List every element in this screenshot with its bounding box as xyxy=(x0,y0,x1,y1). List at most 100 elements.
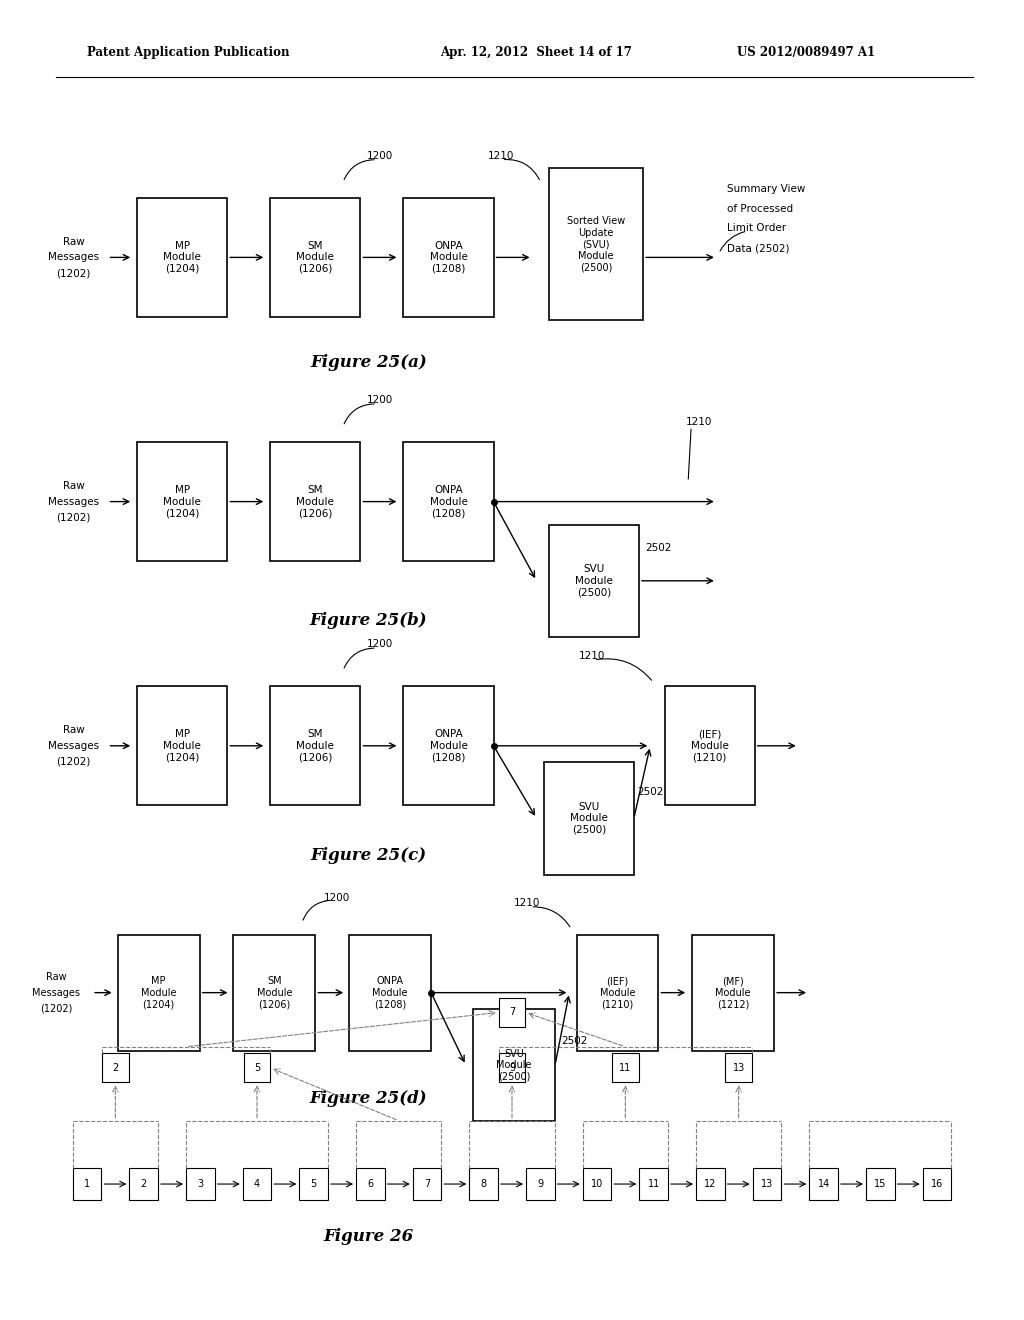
Text: 15: 15 xyxy=(874,1179,887,1189)
Bar xyxy=(356,1168,385,1200)
Text: Messages: Messages xyxy=(48,252,99,263)
Text: Figure 26: Figure 26 xyxy=(324,1229,414,1245)
Text: Raw: Raw xyxy=(62,725,85,735)
Text: 4: 4 xyxy=(254,1179,260,1189)
Text: 13: 13 xyxy=(761,1179,773,1189)
Text: SM
Module
(1206): SM Module (1206) xyxy=(257,975,292,1010)
Bar xyxy=(243,1168,271,1200)
Text: 9: 9 xyxy=(509,1063,515,1073)
Bar xyxy=(233,935,315,1051)
Text: ONPA
Module
(1208): ONPA Module (1208) xyxy=(430,484,467,519)
Text: Messages: Messages xyxy=(48,741,99,751)
Text: (1202): (1202) xyxy=(56,512,91,523)
Text: 2502: 2502 xyxy=(637,787,664,797)
Text: SM
Module
(1206): SM Module (1206) xyxy=(297,729,334,763)
Text: 1210: 1210 xyxy=(514,898,541,908)
Text: MP
Module
(1204): MP Module (1204) xyxy=(164,240,201,275)
Bar xyxy=(696,1168,725,1200)
Text: Data (2502): Data (2502) xyxy=(727,243,790,253)
Text: 12: 12 xyxy=(705,1179,717,1189)
Text: 1210: 1210 xyxy=(487,150,514,161)
Bar xyxy=(526,1168,555,1200)
Text: (1202): (1202) xyxy=(56,756,91,767)
Bar xyxy=(102,1053,129,1082)
Bar xyxy=(403,442,494,561)
Text: Summary View: Summary View xyxy=(727,183,806,194)
Text: 2502: 2502 xyxy=(561,1036,588,1047)
Text: Figure 25(a): Figure 25(a) xyxy=(310,355,427,371)
Text: SM
Module
(1206): SM Module (1206) xyxy=(297,484,334,519)
Bar xyxy=(499,1053,525,1082)
Text: US 2012/0089497 A1: US 2012/0089497 A1 xyxy=(737,46,876,59)
Bar xyxy=(270,198,360,317)
Bar xyxy=(866,1168,895,1200)
Bar xyxy=(270,442,360,561)
Text: 1200: 1200 xyxy=(367,639,393,649)
Text: Raw: Raw xyxy=(46,972,67,982)
Text: 2: 2 xyxy=(113,1063,119,1073)
Text: 7: 7 xyxy=(509,1007,515,1018)
Bar xyxy=(469,1168,498,1200)
Text: Raw: Raw xyxy=(62,236,85,247)
Text: SVU
Module
(2500): SVU Module (2500) xyxy=(575,564,612,598)
Text: 11: 11 xyxy=(620,1063,632,1073)
Text: 1210: 1210 xyxy=(579,651,605,661)
Text: MP
Module
(1204): MP Module (1204) xyxy=(141,975,176,1010)
Bar xyxy=(186,1168,215,1200)
Bar xyxy=(270,686,360,805)
Text: (IEF)
Module
(1210): (IEF) Module (1210) xyxy=(691,729,728,763)
Bar xyxy=(244,1053,270,1082)
Bar xyxy=(73,1168,101,1200)
Bar xyxy=(549,168,643,319)
Bar xyxy=(725,1053,752,1082)
Text: 10: 10 xyxy=(591,1179,603,1189)
Bar xyxy=(473,1008,555,1122)
Text: 14: 14 xyxy=(817,1179,829,1189)
Bar xyxy=(403,198,494,317)
Text: Messages: Messages xyxy=(48,496,99,507)
Text: Messages: Messages xyxy=(33,987,80,998)
Text: Figure 25(c): Figure 25(c) xyxy=(310,847,427,863)
Text: 1: 1 xyxy=(84,1179,90,1189)
Text: SVU
Module
(2500): SVU Module (2500) xyxy=(497,1048,531,1082)
Bar xyxy=(639,1168,668,1200)
Bar xyxy=(349,935,431,1051)
Text: 1200: 1200 xyxy=(367,150,393,161)
Text: Figure 25(b): Figure 25(b) xyxy=(310,612,427,628)
Text: 2502: 2502 xyxy=(645,543,672,553)
Text: 1200: 1200 xyxy=(367,395,393,405)
Text: ONPA
Module
(1208): ONPA Module (1208) xyxy=(430,240,467,275)
Text: 1210: 1210 xyxy=(686,417,713,428)
Text: 6: 6 xyxy=(368,1179,374,1189)
Bar xyxy=(413,1168,441,1200)
Bar xyxy=(583,1168,611,1200)
Bar xyxy=(137,198,227,317)
Text: (MF)
Module
(1212): (MF) Module (1212) xyxy=(716,975,751,1010)
Text: (IEF)
Module
(1210): (IEF) Module (1210) xyxy=(600,975,635,1010)
Bar xyxy=(403,686,494,805)
Bar xyxy=(137,442,227,561)
Text: 5: 5 xyxy=(254,1063,260,1073)
Bar xyxy=(923,1168,951,1200)
Bar xyxy=(129,1168,158,1200)
Text: of Processed: of Processed xyxy=(727,203,794,214)
Bar xyxy=(118,935,200,1051)
Text: 9: 9 xyxy=(538,1179,544,1189)
Bar xyxy=(612,1053,639,1082)
Text: 1200: 1200 xyxy=(324,892,350,903)
Text: SM
Module
(1206): SM Module (1206) xyxy=(297,240,334,275)
Bar xyxy=(753,1168,781,1200)
Bar xyxy=(577,935,658,1051)
Bar xyxy=(665,686,755,805)
Bar xyxy=(299,1168,328,1200)
Text: 5: 5 xyxy=(310,1179,316,1189)
Text: 7: 7 xyxy=(424,1179,430,1189)
Text: SVU
Module
(2500): SVU Module (2500) xyxy=(570,801,607,836)
Bar xyxy=(809,1168,838,1200)
Text: MP
Module
(1204): MP Module (1204) xyxy=(164,484,201,519)
Text: 16: 16 xyxy=(931,1179,943,1189)
Bar xyxy=(692,935,774,1051)
Bar xyxy=(499,998,525,1027)
Text: (1202): (1202) xyxy=(56,268,91,279)
Text: 11: 11 xyxy=(647,1179,659,1189)
